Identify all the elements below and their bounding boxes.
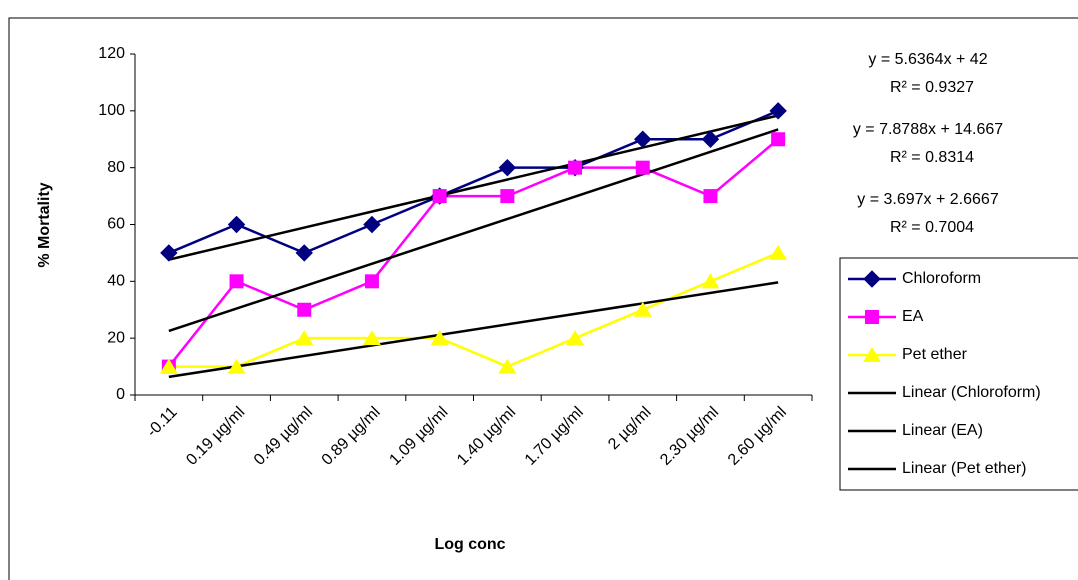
trend-equation: y = 3.697x + 2.6667: [857, 191, 999, 208]
y-tick-label: 100: [98, 102, 125, 119]
trend-r2: R² = 0.8314: [890, 149, 974, 166]
legend-box: [839, 257, 1078, 491]
legend-label: EA: [902, 308, 924, 325]
marker: [865, 310, 879, 324]
marker: [432, 189, 447, 204]
marker: [363, 215, 381, 234]
series-line: [168, 251, 779, 368]
marker: [159, 358, 178, 374]
marker: [703, 189, 718, 204]
x-axis-title: Log conc: [434, 536, 505, 553]
legend-label: Linear (EA): [902, 422, 983, 439]
legend-label: Chloroform: [902, 270, 981, 287]
y-tick-label: 80: [107, 159, 125, 176]
marker: [297, 302, 312, 317]
trendline: [168, 281, 779, 379]
series-line: [167, 138, 779, 368]
marker: [634, 130, 652, 148]
y-axis-title: % Mortality: [36, 182, 53, 267]
marker: [769, 244, 788, 260]
marker: [362, 330, 381, 346]
legend-label: Linear (Chloroform): [902, 384, 1041, 401]
marker: [295, 244, 313, 262]
trend-equation: y = 7.8788x + 14.667: [853, 121, 1003, 138]
marker: [498, 158, 517, 177]
marker: [227, 358, 246, 374]
legend-label: Pet ether: [902, 346, 968, 363]
trend-equation: y = 5.6364x + 42: [868, 51, 987, 68]
marker: [364, 274, 379, 289]
marker: [229, 274, 244, 289]
marker: [701, 273, 720, 289]
y-tick-label: 20: [107, 329, 125, 346]
legend-label: Linear (Pet ether): [902, 460, 1027, 477]
marker: [295, 330, 314, 346]
y-tick-label: 0: [116, 386, 125, 403]
marker: [863, 347, 881, 362]
marker: [769, 102, 787, 120]
trend-r2: R² = 0.7004: [890, 219, 974, 236]
marker: [227, 215, 246, 234]
marker: [701, 130, 720, 148]
marker: [633, 301, 652, 317]
y-tick-label: 60: [107, 216, 125, 233]
marker: [863, 270, 881, 288]
marker: [568, 160, 583, 175]
marker: [500, 189, 515, 204]
marker: [160, 244, 178, 262]
marker: [430, 330, 449, 346]
trend-r2: R² = 0.9327: [890, 79, 974, 96]
marker: [498, 358, 517, 374]
trendline: [168, 114, 779, 261]
marker: [635, 160, 650, 175]
trendline: [168, 128, 779, 333]
marker: [566, 330, 585, 346]
y-tick-label: 120: [98, 45, 125, 62]
marker: [771, 132, 786, 147]
y-tick-label: 40: [107, 273, 125, 290]
